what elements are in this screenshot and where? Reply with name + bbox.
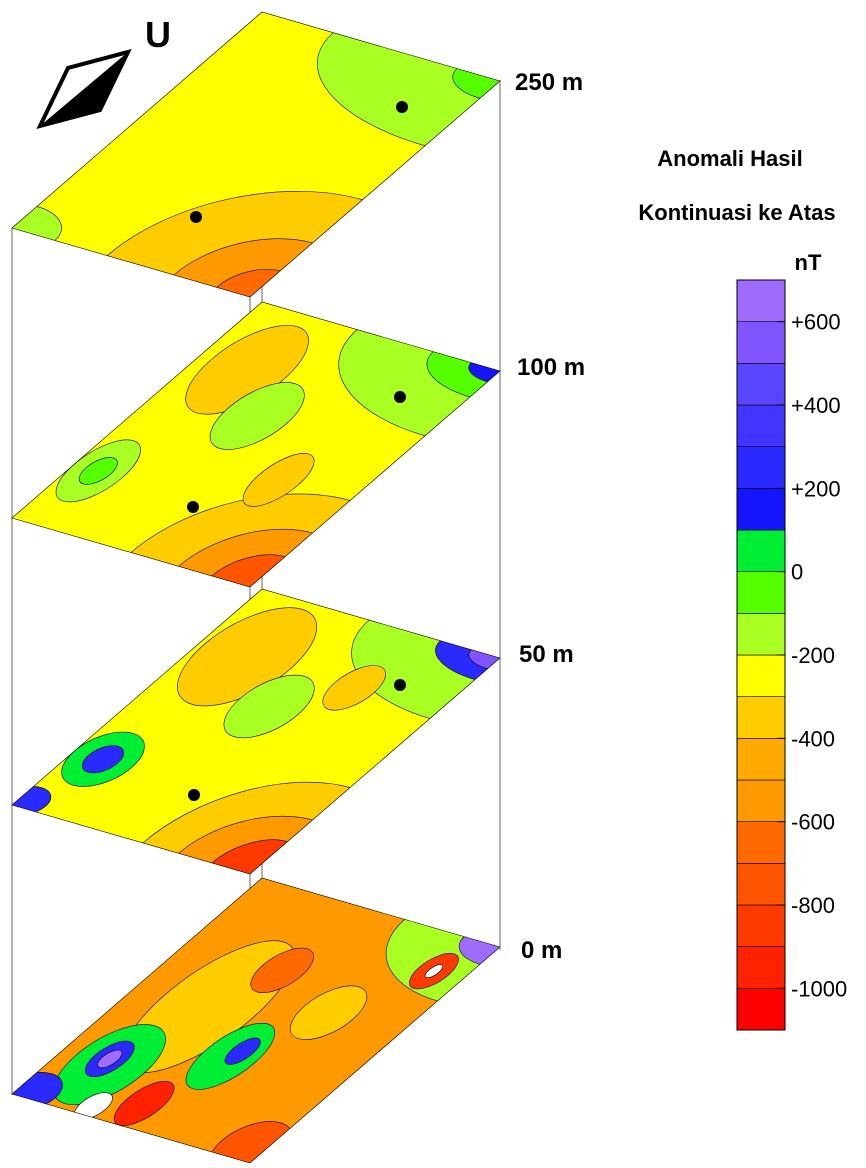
color-bin: [737, 697, 785, 739]
color-bin: [737, 905, 785, 947]
color-bin: [737, 530, 785, 572]
color-bin: [737, 322, 785, 364]
legend-title: Anomali Hasil: [657, 146, 802, 171]
figure: U 250 m 100 m 50 m 0 m Anomali Hasil Kon…: [0, 0, 866, 1163]
layer-label: 0 m: [521, 937, 562, 964]
color-bin: [737, 363, 785, 405]
color-bin: [737, 488, 785, 530]
color-bin: [737, 655, 785, 697]
tick-label: -600: [791, 810, 835, 835]
legend-unit: nT: [795, 250, 822, 275]
color-bin: [737, 447, 785, 489]
tick-label: +200: [791, 476, 841, 501]
color-bin: [737, 863, 785, 905]
color-bin: [737, 572, 785, 614]
color-bin: [737, 405, 785, 447]
color-bin: [737, 822, 785, 864]
tick-label: -400: [791, 726, 835, 751]
layer-label: 250 m: [515, 69, 583, 96]
tick-label: -1000: [791, 976, 847, 1001]
colorbar: +600 +400 +200 0 -200 -400 -600 -800 -1000: [737, 280, 847, 1030]
color-bin: [737, 613, 785, 655]
tick-label: -200: [791, 643, 835, 668]
color-bin: [737, 988, 785, 1030]
legend-title: Kontinuasi ke Atas: [638, 200, 835, 225]
color-bin: [737, 780, 785, 822]
color-bin: [737, 280, 785, 322]
tick-label: +600: [791, 310, 841, 335]
layer-label: 100 m: [517, 354, 585, 381]
tick-label: -800: [791, 893, 835, 918]
compass-label: U: [145, 14, 171, 55]
layer-map: [0, 821, 658, 1163]
tick-label: 0: [791, 560, 803, 585]
layer-label: 50 m: [519, 641, 574, 668]
color-bin: [737, 947, 785, 989]
color-bin: [737, 738, 785, 780]
tick-label: +400: [791, 393, 841, 418]
